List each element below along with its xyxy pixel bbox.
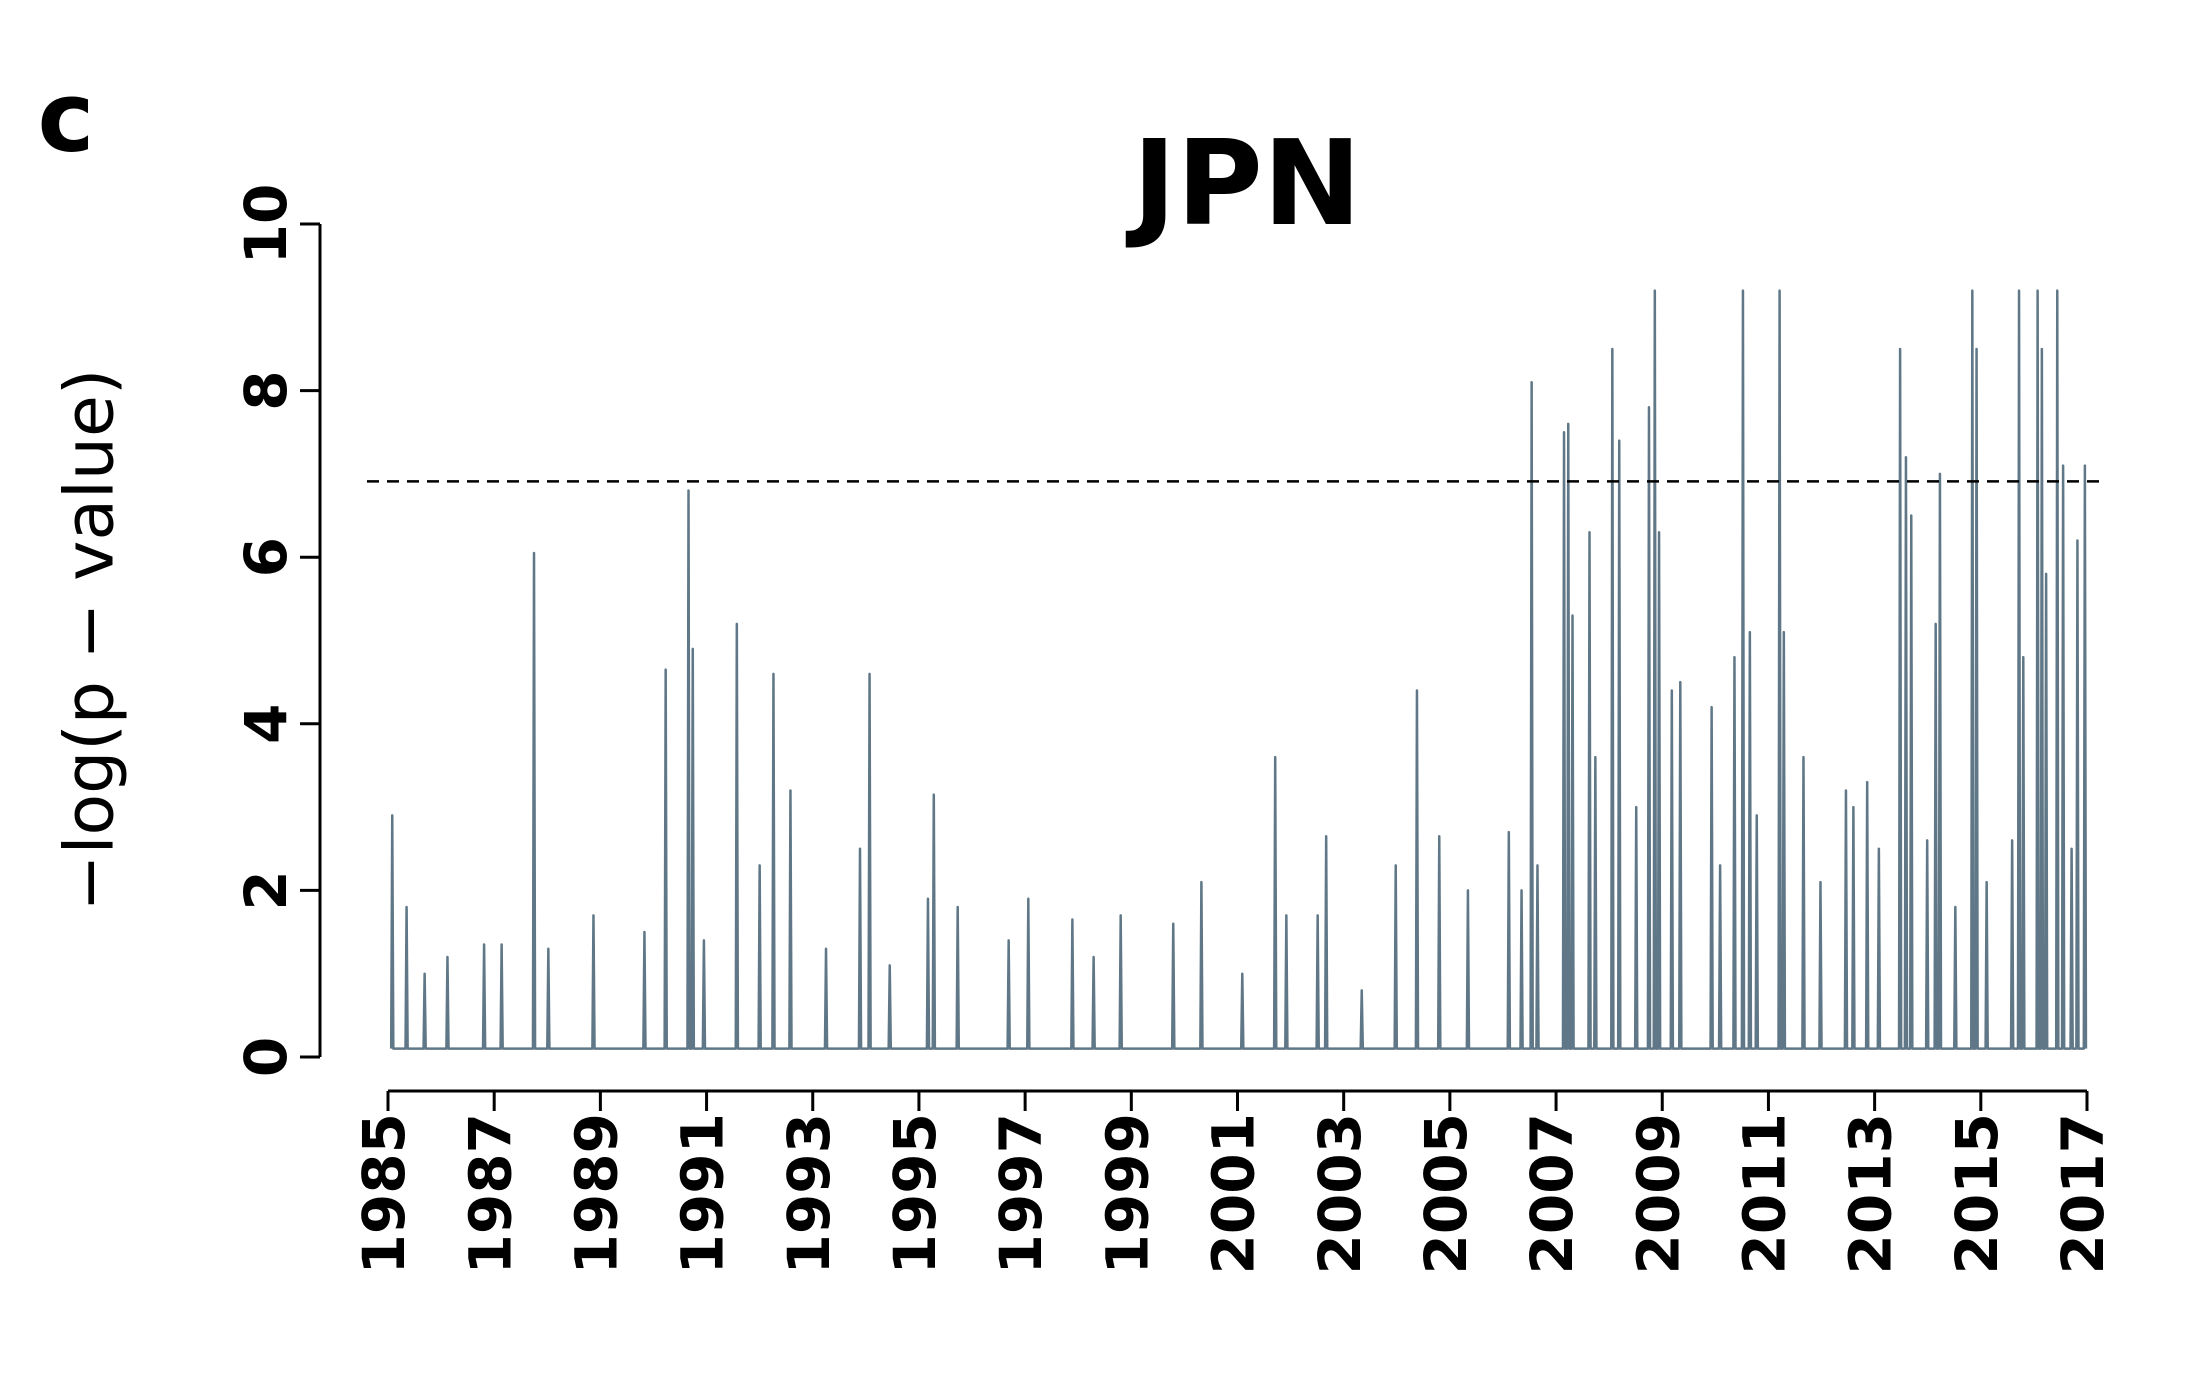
y-tick-label: 4 xyxy=(232,704,300,744)
x-tick-label: 2013 xyxy=(1837,1113,1905,1274)
x-tick-label: 1993 xyxy=(775,1113,843,1274)
x-tick-label: 1987 xyxy=(456,1113,524,1274)
x-tick-label: 2007 xyxy=(1518,1113,1586,1274)
y-tick-label: 10 xyxy=(232,184,300,265)
x-tick-label: 2017 xyxy=(2049,1113,2117,1274)
x-tick-label: 1997 xyxy=(987,1113,1055,1274)
y-tick-label: 2 xyxy=(232,870,300,910)
x-tick-label: 1989 xyxy=(562,1113,630,1274)
y-axis-label: −log(p − value) xyxy=(51,369,130,912)
data-line xyxy=(389,289,2088,1050)
y-tick-label: 0 xyxy=(232,1037,300,1077)
y-tick-label: 8 xyxy=(232,370,300,410)
x-tick-label: 1999 xyxy=(1093,1113,1161,1274)
x-tick-label: 2003 xyxy=(1306,1113,1374,1274)
x-tick-label: 2009 xyxy=(1624,1113,1692,1274)
x-tick-label: 1985 xyxy=(350,1113,418,1274)
y-tick-label: 6 xyxy=(232,537,300,577)
x-tick-label: 2011 xyxy=(1731,1113,1799,1274)
x-tick-label: 1991 xyxy=(669,1113,737,1274)
chart-title: JPN xyxy=(1125,114,1361,252)
x-tick-label: 2005 xyxy=(1412,1113,1480,1274)
x-tick-label: 2015 xyxy=(1943,1113,2011,1274)
x-tick-label: 1995 xyxy=(881,1113,949,1274)
x-tick-label: 2001 xyxy=(1200,1113,1268,1274)
panel-label: c xyxy=(38,61,95,173)
